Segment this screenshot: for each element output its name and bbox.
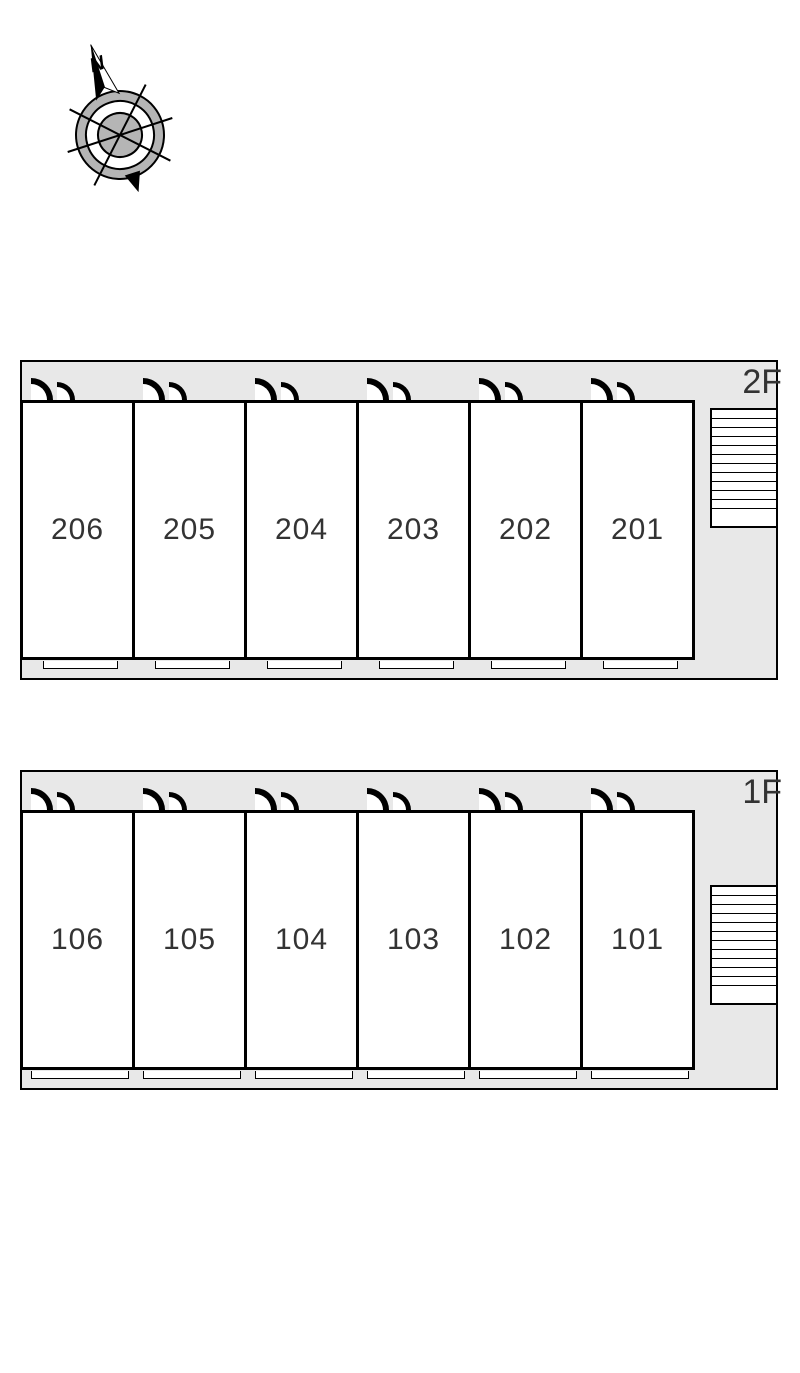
door-icon: [255, 785, 305, 810]
unit-label: 103: [387, 923, 440, 957]
unit-label: 101: [611, 923, 664, 957]
door-icon: [143, 375, 193, 400]
window-mark: [379, 661, 454, 669]
door-icon: [591, 375, 641, 400]
unit-204: 204: [244, 400, 359, 660]
door-icon: [479, 785, 529, 810]
unit-label: 105: [163, 923, 216, 957]
window-mark: [479, 1071, 577, 1079]
unit-label: 104: [275, 923, 328, 957]
window-mark: [255, 1071, 353, 1079]
unit-106: 106: [20, 810, 135, 1070]
unit-label: 106: [51, 923, 104, 957]
stairs-1f: [710, 885, 778, 1005]
compass-n-label: N: [87, 52, 108, 78]
unit-label: 206: [51, 513, 104, 547]
floor-label-1f: 1F: [742, 773, 782, 812]
door-icon: [479, 375, 529, 400]
unit-label: 201: [611, 513, 664, 547]
unit-label: 102: [499, 923, 552, 957]
floor-label-2f: 2F: [742, 363, 782, 402]
unit-206: 206: [20, 400, 135, 660]
window-mark: [367, 1071, 465, 1079]
window-mark: [143, 1071, 241, 1079]
door-icon: [591, 785, 641, 810]
unit-102: 102: [468, 810, 583, 1070]
unit-label: 202: [499, 513, 552, 547]
window-mark: [155, 661, 230, 669]
unit-label: 203: [387, 513, 440, 547]
unit-201: 201: [580, 400, 695, 660]
unit-label: 204: [275, 513, 328, 547]
door-icon: [31, 375, 81, 400]
unit-103: 103: [356, 810, 471, 1070]
door-icon: [367, 375, 417, 400]
door-icon: [31, 785, 81, 810]
unit-202: 202: [468, 400, 583, 660]
unit-203: 203: [356, 400, 471, 660]
window-mark: [591, 1071, 689, 1079]
window-mark: [31, 1071, 129, 1079]
window-mark: [267, 661, 342, 669]
door-icon: [367, 785, 417, 810]
window-mark: [43, 661, 118, 669]
stairs-2f: [710, 408, 778, 528]
compass-icon: N: [55, 25, 185, 210]
floor-2f-units-row: 206 205 204 203 202 201: [20, 400, 695, 660]
unit-104: 104: [244, 810, 359, 1070]
unit-label: 205: [163, 513, 216, 547]
unit-105: 105: [132, 810, 247, 1070]
door-icon: [143, 785, 193, 810]
floor-1f-units-row: 106 105 104 103 102 101: [20, 810, 695, 1070]
window-mark: [603, 661, 678, 669]
door-icon: [255, 375, 305, 400]
unit-205: 205: [132, 400, 247, 660]
unit-101: 101: [580, 810, 695, 1070]
window-mark: [491, 661, 566, 669]
